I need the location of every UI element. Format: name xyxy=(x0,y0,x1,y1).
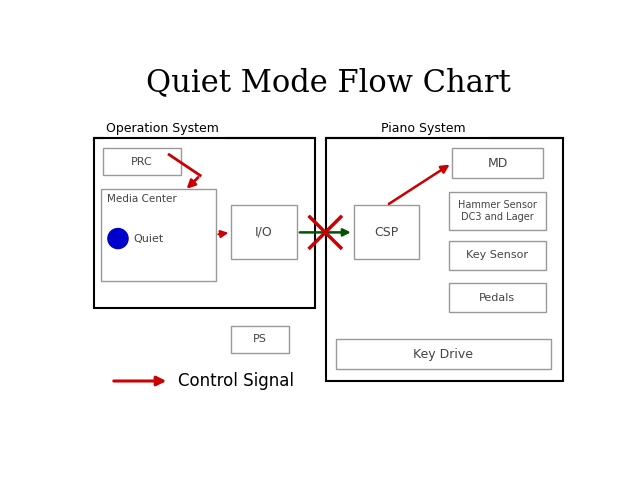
Bar xyxy=(336,339,551,370)
Text: Hammer Sensor
DC3 and Lager: Hammer Sensor DC3 and Lager xyxy=(458,200,537,222)
Bar xyxy=(231,325,289,352)
Text: I/O: I/O xyxy=(255,226,273,239)
Bar xyxy=(103,148,180,175)
Text: Quiet Mode Flow Chart: Quiet Mode Flow Chart xyxy=(146,67,510,98)
Text: Operation System: Operation System xyxy=(106,121,218,134)
Bar xyxy=(326,138,563,381)
Text: PRC: PRC xyxy=(131,157,153,167)
Bar xyxy=(449,192,546,230)
Bar xyxy=(449,283,546,312)
Bar xyxy=(449,241,546,270)
Text: Key Sensor: Key Sensor xyxy=(467,251,529,261)
Bar xyxy=(452,148,543,178)
Circle shape xyxy=(108,228,128,249)
Bar xyxy=(101,189,216,281)
Bar xyxy=(353,205,419,259)
Text: Piano System: Piano System xyxy=(381,121,465,134)
Bar xyxy=(94,138,315,308)
Text: Key Drive: Key Drive xyxy=(413,348,474,360)
Text: Pedals: Pedals xyxy=(479,293,515,303)
Text: PS: PS xyxy=(253,334,267,344)
Text: CSP: CSP xyxy=(374,226,399,239)
Text: Media Center: Media Center xyxy=(107,194,177,204)
Text: Quiet: Quiet xyxy=(134,234,164,243)
Text: Control Signal: Control Signal xyxy=(179,372,294,390)
Bar xyxy=(231,205,297,259)
Text: MD: MD xyxy=(488,156,508,169)
